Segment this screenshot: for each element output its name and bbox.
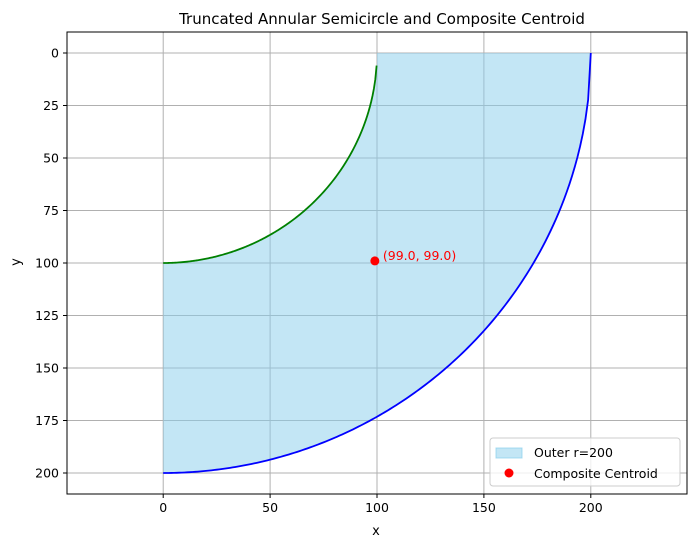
point-layer: (99.0, 99.0) bbox=[370, 248, 456, 266]
legend-box bbox=[489, 437, 681, 487]
chart-title: Truncated Annular Semicircle and Composi… bbox=[178, 10, 585, 28]
y-axis-label: y bbox=[9, 258, 24, 266]
legend: Outer r=200 Composite Centroid bbox=[489, 437, 681, 487]
y-ticks: 0 25 50 75 100 125 150 175 200 bbox=[35, 46, 67, 481]
y-tick-label-1: 25 bbox=[43, 98, 59, 113]
x-axis-label: x bbox=[372, 524, 380, 539]
composite-centroid-point bbox=[370, 256, 380, 266]
y-tick-label-8: 200 bbox=[35, 466, 59, 481]
legend-centroid-marker-icon bbox=[504, 468, 514, 478]
y-tick-label-3: 75 bbox=[43, 203, 59, 218]
y-tick-label-4: 100 bbox=[35, 256, 59, 271]
y-tick-label-0: 0 bbox=[51, 46, 59, 61]
legend-outer-patch-icon bbox=[495, 447, 523, 459]
y-tick-label-2: 50 bbox=[43, 151, 59, 166]
x-tick-label-4: 200 bbox=[579, 500, 603, 515]
legend-label-outer: Outer r=200 bbox=[534, 445, 613, 460]
y-tick-label-5: 125 bbox=[35, 308, 59, 323]
inner-arc-line bbox=[163, 65, 378, 264]
plot-frame bbox=[66, 31, 688, 495]
line-layer bbox=[163, 52, 592, 474]
x-tick-label-3: 150 bbox=[472, 500, 496, 515]
x-tick-label-0: 0 bbox=[159, 500, 167, 515]
y-tick-label-6: 150 bbox=[35, 361, 59, 376]
x-tick-label-1: 50 bbox=[262, 500, 278, 515]
x-ticks: 0 50 100 150 200 bbox=[159, 494, 603, 515]
centroid-annotation: (99.0, 99.0) bbox=[383, 248, 456, 263]
outer-arc-line bbox=[163, 52, 592, 474]
y-tick-label-7: 175 bbox=[35, 413, 59, 428]
legend-label-centroid: Composite Centroid bbox=[534, 466, 658, 481]
x-tick-label-2: 100 bbox=[365, 500, 389, 515]
